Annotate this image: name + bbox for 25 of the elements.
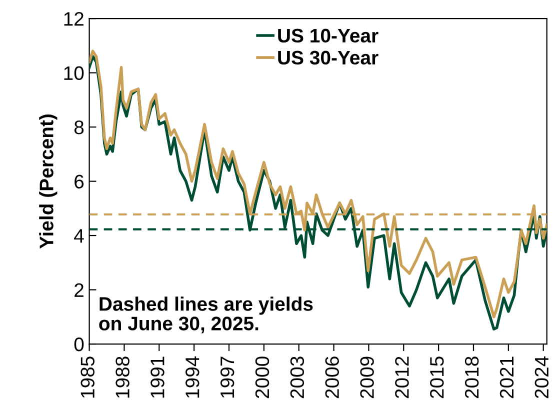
x-tick-label: 2006 [325, 356, 339, 398]
y-tick-label: 2 [74, 283, 84, 297]
y-axis-title: Yield (Percent) [39, 114, 58, 249]
y-tick-label: 12 [64, 12, 84, 26]
x-tick-label: 2024 [534, 356, 549, 398]
y-tick-label: 10 [64, 66, 84, 80]
y-tick-label: 6 [74, 174, 84, 189]
legend-label: US 10-Year [278, 28, 378, 43]
x-tick-label: 2015 [430, 356, 444, 398]
x-tick-label: 1988 [116, 356, 130, 398]
x-tick-label: 2003 [290, 356, 304, 398]
x-tick-label: 1985 [80, 356, 94, 398]
x-tick-label: 1997 [220, 356, 234, 398]
legend-label: US 30-Year [278, 50, 378, 65]
y-tick-label: 0 [74, 337, 84, 352]
x-tick-label: 2012 [395, 356, 409, 398]
x-tick-label: 1994 [186, 356, 200, 398]
x-tick-label: 2021 [500, 356, 514, 398]
x-tick-label: 2000 [255, 356, 270, 398]
y-tick-label: 4 [74, 229, 84, 243]
annotation: Dashed lines are yields on June 30, 2025. [99, 296, 313, 334]
x-tick-label: 2018 [464, 356, 479, 398]
x-tick-label: 1991 [150, 356, 164, 398]
x-tick-label: 2009 [360, 356, 374, 398]
y-tick-label: 8 [74, 120, 84, 134]
